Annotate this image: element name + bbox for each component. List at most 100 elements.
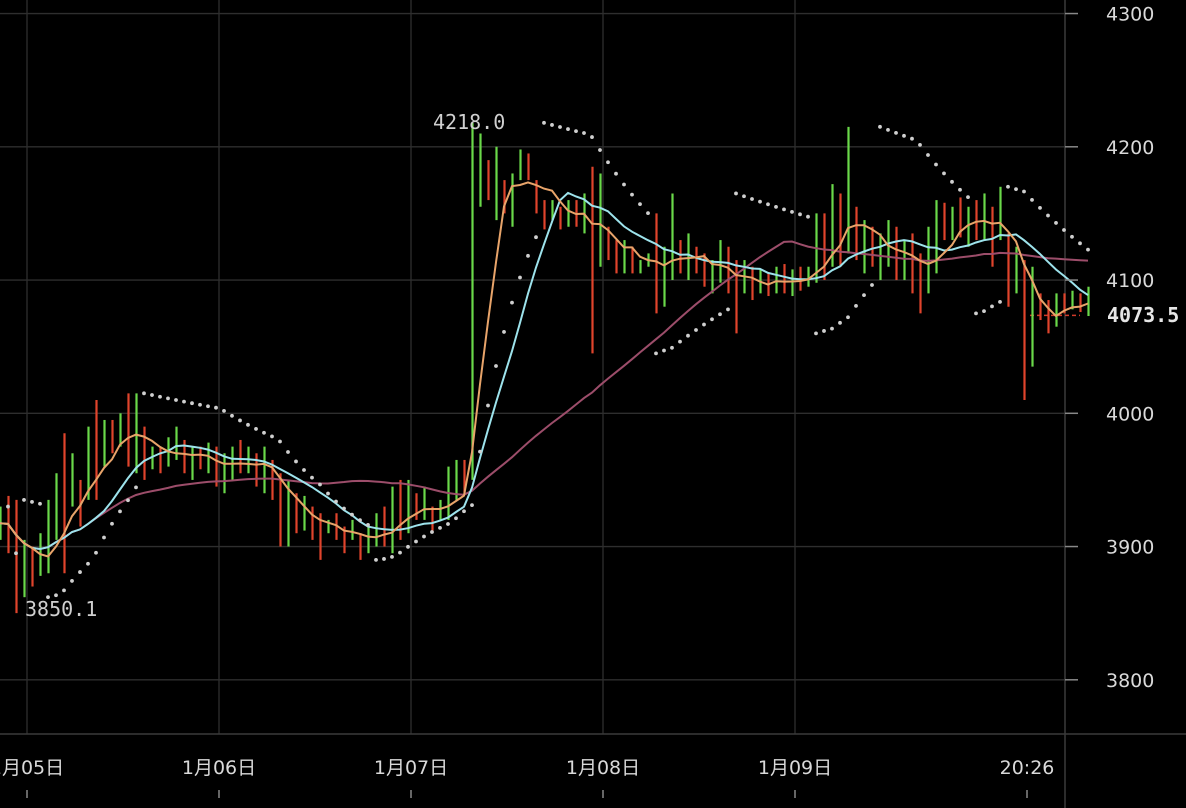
sar-dot — [102, 535, 106, 540]
sar-dot — [494, 364, 498, 368]
sar-dot — [574, 129, 578, 133]
sar-dot — [22, 498, 26, 502]
ma-mid-line — [0, 191, 1089, 551]
price-annotation: 3850.1 — [25, 597, 97, 621]
sar-dot — [726, 307, 730, 312]
sar-dot — [614, 171, 618, 176]
sar-dot — [1038, 205, 1042, 210]
y-tick-label: 4100 — [1106, 270, 1154, 292]
sar-dot — [318, 482, 322, 487]
sar-dot — [950, 179, 954, 184]
sar-dot — [206, 404, 210, 409]
sar-dot — [414, 539, 418, 544]
x-tick-label: 20:26 — [1000, 757, 1055, 779]
sar-dot — [886, 127, 890, 132]
sar-dot — [14, 551, 18, 556]
sar-dot — [902, 133, 906, 138]
x-tick-label: 1月09日 — [758, 757, 832, 779]
sar-dot — [870, 283, 874, 287]
parabolic-sar-dots — [6, 120, 1090, 600]
annotations: 4218.0 3850.1 — [25, 110, 505, 621]
sar-dot — [502, 330, 506, 334]
sar-dot — [174, 398, 178, 402]
sar-dot — [974, 311, 978, 316]
x-tick-label: 1月07日 — [374, 757, 448, 779]
sar-dot — [1054, 221, 1058, 225]
sar-dot — [750, 197, 754, 201]
sar-dot — [254, 427, 258, 431]
sar-dot — [374, 557, 378, 562]
sar-dot — [1030, 197, 1034, 202]
sar-dot — [1062, 228, 1066, 232]
sar-dot — [878, 124, 882, 129]
sar-dot — [430, 530, 434, 534]
x-tick-label: 1月05日 — [0, 757, 64, 779]
y-tick-label: 4300 — [1106, 4, 1154, 26]
sar-dot — [982, 309, 986, 313]
sar-dot — [846, 315, 850, 320]
sar-dot — [6, 504, 10, 509]
sar-dot — [406, 544, 410, 549]
sar-dot — [310, 475, 314, 480]
sar-dot — [638, 202, 642, 207]
sar-dot — [774, 204, 778, 209]
sar-dot — [142, 391, 146, 396]
sar-dot — [678, 339, 682, 344]
candlestick-series — [0, 122, 1090, 614]
sar-dot — [246, 422, 250, 427]
sar-dot — [1086, 247, 1090, 252]
sar-dot — [510, 300, 514, 305]
sar-dot — [326, 491, 330, 496]
sar-dot — [566, 127, 570, 131]
sar-dot — [182, 399, 186, 404]
sar-dot — [598, 148, 602, 152]
sar-dot — [350, 512, 354, 517]
sar-dot — [646, 211, 650, 215]
sar-dot — [782, 207, 786, 212]
sar-dot — [630, 192, 634, 197]
sar-dot — [470, 503, 474, 508]
sar-dot — [486, 403, 490, 408]
sar-dot — [654, 351, 658, 356]
sar-dot — [558, 125, 562, 129]
sar-dot — [422, 534, 426, 539]
sar-dot — [718, 312, 722, 317]
sar-dot — [134, 485, 138, 490]
sar-dot — [366, 522, 370, 527]
sar-dot — [278, 439, 282, 444]
sar-dot — [990, 304, 994, 309]
sar-dot — [926, 153, 930, 157]
sar-dot — [534, 235, 538, 240]
sar-dot — [998, 299, 1002, 304]
sar-dot — [166, 396, 170, 401]
sar-dot — [262, 430, 266, 435]
y-axis: 4300 4200 4100 4000 3900 3800 — [1065, 4, 1154, 692]
sar-dot — [230, 413, 234, 418]
sar-dot — [1046, 213, 1050, 218]
sar-dot — [550, 123, 554, 127]
grid-lines — [0, 0, 1065, 734]
y-tick-label: 4200 — [1106, 137, 1154, 159]
sar-dot — [662, 348, 666, 353]
sar-dot — [438, 525, 442, 530]
sar-dot — [70, 579, 74, 583]
sar-dot — [222, 408, 226, 413]
sar-dot — [526, 253, 530, 258]
sar-dot — [942, 171, 946, 176]
sar-dot — [150, 393, 154, 397]
sar-dot — [398, 550, 402, 555]
sar-dot — [790, 209, 794, 214]
sar-dot — [62, 588, 66, 593]
sar-dot — [198, 402, 202, 407]
sar-dot — [446, 522, 450, 526]
sar-dot — [894, 130, 898, 135]
sar-dot — [126, 498, 130, 503]
sar-dot — [742, 194, 746, 199]
sar-dot — [1070, 234, 1074, 239]
sar-dot — [94, 550, 98, 555]
sar-dot — [734, 191, 738, 196]
sar-dot — [838, 320, 842, 325]
sar-dot — [390, 554, 394, 559]
